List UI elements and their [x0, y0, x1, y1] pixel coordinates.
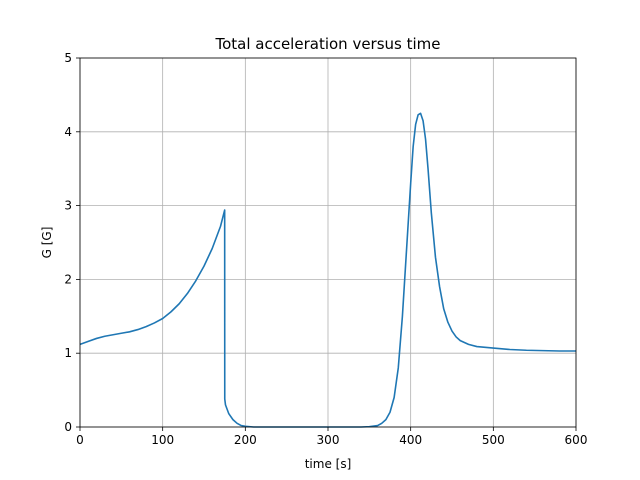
- y-axis-label: G [G]: [40, 227, 54, 259]
- y-tick-label: 1: [64, 346, 72, 360]
- x-tick-label: 400: [399, 433, 422, 447]
- x-tick-label: 0: [76, 433, 84, 447]
- x-tick-label: 200: [234, 433, 257, 447]
- x-tick-label: 600: [565, 433, 588, 447]
- y-axis-ticks: 0 1 2 3 4 5: [64, 51, 80, 434]
- chart-title: Total acceleration versus time: [214, 35, 440, 53]
- x-axis-ticks: 0 100 200 300 400 500 600: [76, 427, 587, 447]
- y-tick-label: 2: [64, 272, 72, 286]
- y-tick-label: 0: [64, 420, 72, 434]
- y-tick-label: 5: [64, 51, 72, 65]
- y-tick-label: 4: [64, 125, 72, 139]
- x-tick-label: 500: [482, 433, 505, 447]
- y-tick-label: 3: [64, 199, 72, 213]
- x-tick-label: 300: [317, 433, 340, 447]
- x-tick-label: 100: [151, 433, 174, 447]
- x-axis-label: time [s]: [305, 457, 352, 471]
- grid-lines: [79, 57, 577, 428]
